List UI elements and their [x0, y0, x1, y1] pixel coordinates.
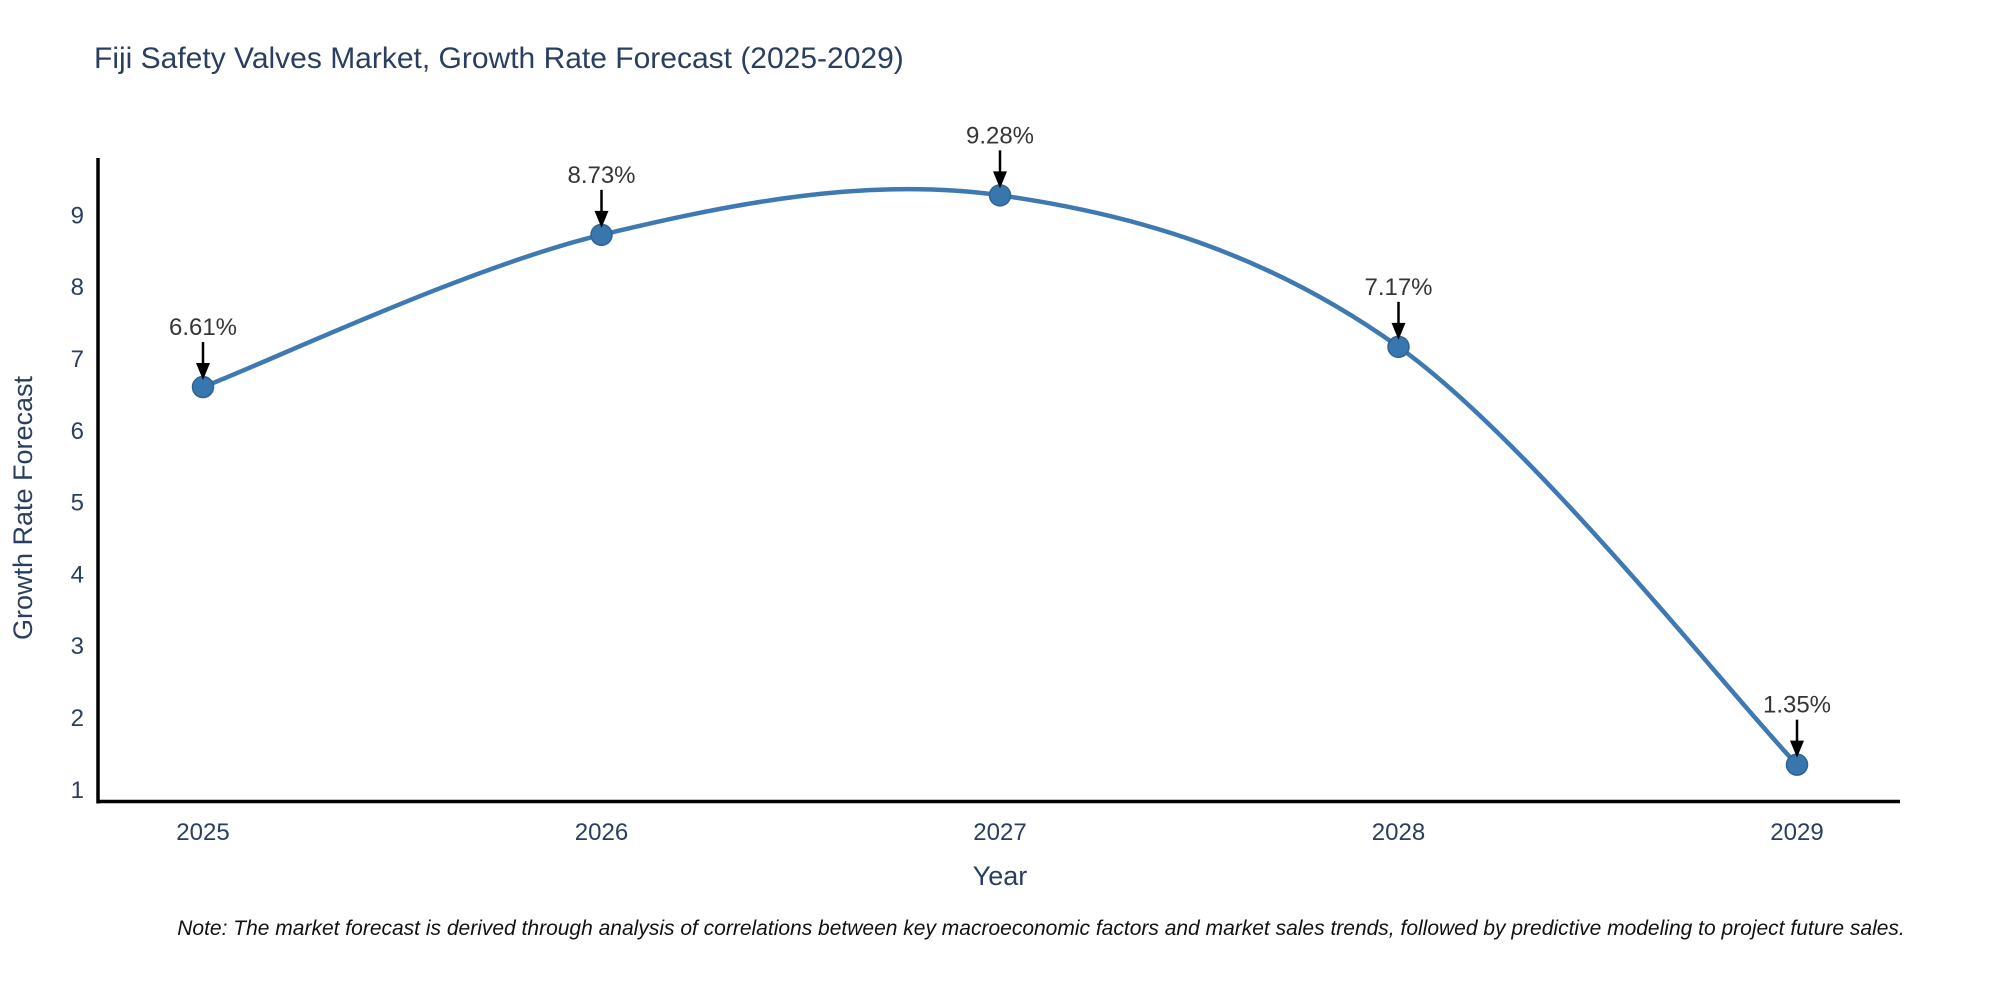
annotation-arrowhead: [1391, 322, 1406, 340]
annotation-arrowhead: [993, 171, 1007, 189]
y-tick-label-8: 8: [71, 274, 84, 301]
x-tick-label-2027: 2027: [973, 819, 1026, 846]
x-tick-label-2029: 2029: [1770, 819, 1823, 846]
forecast-series: [191, 184, 1809, 776]
annotation-label-2028: 7.17%: [1364, 274, 1432, 301]
annotation-arrowhead: [196, 363, 210, 381]
point-annotations: 6.61% 8.73% 9.28% 7.17% 1.35%: [169, 122, 1831, 758]
x-axis-ticks: 2025 2026 2027 2028 2029: [176, 819, 1823, 846]
y-tick-label-9: 9: [71, 202, 84, 229]
y-tick-label-5: 5: [71, 490, 84, 517]
annotation-arrowhead: [594, 210, 609, 228]
annotation-arrowhead: [1790, 740, 1804, 758]
y-axis-title: Growth Rate Forecast: [8, 375, 38, 640]
x-tick-label-2026: 2026: [575, 819, 628, 846]
y-tick-label-4: 4: [71, 561, 84, 588]
y-tick-label-6: 6: [71, 418, 84, 445]
x-tick-label-2025: 2025: [176, 819, 229, 846]
y-axis-ticks: 1 2 3 4 5 6 7 8 9: [71, 202, 84, 803]
y-tick-label-2: 2: [71, 705, 84, 732]
annotation-label-2025: 6.61%: [169, 314, 237, 341]
annotation-label-2029: 1.35%: [1763, 692, 1831, 719]
chart-title: Fiji Safety Valves Market, Growth Rate F…: [94, 42, 904, 75]
y-tick-label-1: 1: [71, 777, 84, 804]
footnote: Note: The market forecast is derived thr…: [177, 917, 1905, 940]
annotation-label-2026: 8.73%: [567, 162, 635, 189]
x-axis-title: Year: [973, 861, 1028, 891]
y-tick-label-7: 7: [71, 346, 84, 373]
y-tick-label-3: 3: [71, 633, 84, 660]
annotation-label-2027: 9.28%: [966, 122, 1034, 149]
forecast-line: [200, 186, 1800, 767]
x-tick-label-2028: 2028: [1372, 819, 1425, 846]
